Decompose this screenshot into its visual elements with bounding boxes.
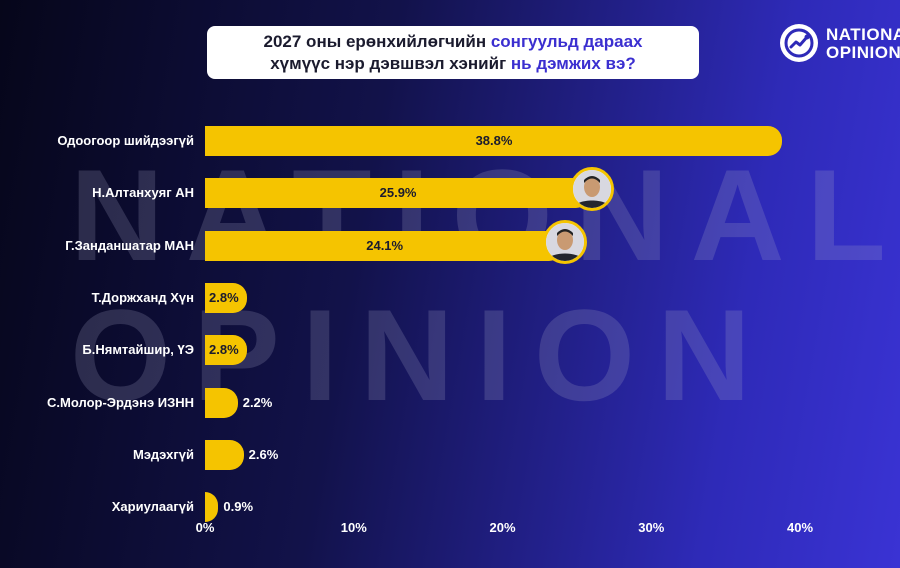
x-tick-label: 40% <box>786 520 814 535</box>
bar-value-label: 38.8% <box>475 133 513 148</box>
bar <box>205 126 783 156</box>
x-tick-label: 20% <box>489 520 516 535</box>
chart-circle-icon <box>780 24 818 62</box>
category-label: Н.Алтанхуяг АН <box>92 185 194 201</box>
title-line-1-part-a: 2027 оны ерөнхийлөгчийн <box>263 31 487 51</box>
bar-value-label: 24.1% <box>366 237 404 253</box>
bar <box>205 282 247 313</box>
chart-title: 2027 оны ерөнхийлөгчийн сонгуульд дараах… <box>207 26 699 79</box>
bar-value-label: 2.8% <box>209 342 239 358</box>
bar-value-label: 2.6% <box>248 446 279 462</box>
brand-line-1: NATIONAL <box>826 25 900 44</box>
title-line-2-part-b: нь дэмжих вэ? <box>510 53 636 73</box>
title-line-1-part-b: сонгуульд дараах <box>490 31 643 51</box>
title-line-2: хүмүүс нэр дэвшвэл хэнийг нь дэмжих вэ? <box>270 53 636 75</box>
category-label: С.Молор-Эрдэнэ ИЗНН <box>47 394 194 410</box>
bar <box>205 387 238 418</box>
bar <box>205 492 219 523</box>
x-tick-label: 0% <box>195 520 215 535</box>
category-label: Мэдэхгүй <box>133 446 194 462</box>
candidate-photo <box>570 167 615 212</box>
bar <box>205 439 244 470</box>
bar <box>205 178 591 209</box>
x-tick-label: 30% <box>638 520 665 535</box>
bar-value-label: 0.9% <box>223 499 254 515</box>
title-line-1: 2027 оны ерөнхийлөгчийн сонгуульд дараах <box>264 31 643 53</box>
bar-value-label: 25.9% <box>379 185 417 201</box>
category-label: Г.Занданшатар МАН <box>65 237 194 253</box>
category-label: Одоогоор шийдээгүй <box>57 133 194 148</box>
bar-value-label: 2.2% <box>242 394 273 410</box>
x-tick-label: 10% <box>340 520 367 535</box>
category-label: Б.Нямтайшир, ҮЭ <box>82 342 194 358</box>
bar <box>205 230 564 261</box>
category-label: Т.Доржханд Хүн <box>91 289 194 305</box>
brand-logo: NATIONAL OPINION <box>778 22 900 66</box>
brand-name: NATIONAL OPINION <box>826 26 900 62</box>
category-label: Хариулаагүй <box>111 499 194 515</box>
title-line-2-part-a: хүмүүс нэр дэвшвэл хэнийг <box>270 53 507 73</box>
bar <box>205 335 247 366</box>
bar-value-label: 2.8% <box>209 289 239 305</box>
candidate-photo <box>543 219 588 264</box>
brand-line-2: OPINION <box>826 43 900 62</box>
